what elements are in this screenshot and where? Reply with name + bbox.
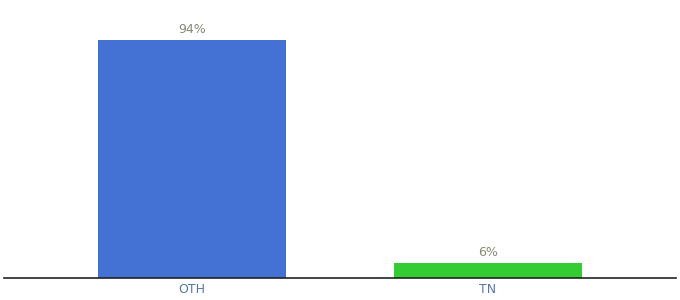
Bar [394, 263, 582, 278]
Bar [98, 40, 286, 278]
Text: 6%: 6% [478, 246, 498, 259]
Text: 94%: 94% [178, 23, 206, 36]
